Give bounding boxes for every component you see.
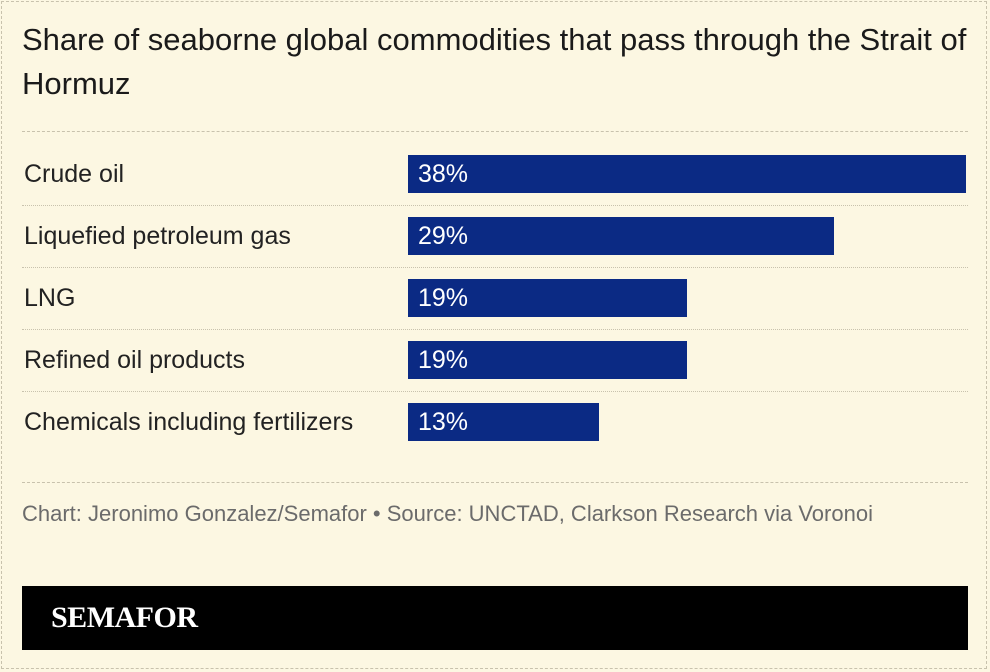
row-divider	[22, 267, 968, 268]
chart-title: Share of seaborne global commodities tha…	[22, 22, 967, 101]
category-label: Chemicals including fertilizers	[24, 408, 354, 436]
brand-logo: SEMAFOR	[51, 601, 198, 634]
separator	[22, 131, 968, 132]
value-label: 19%	[418, 346, 469, 374]
row-divider	[22, 329, 968, 330]
value-label: 38%	[418, 160, 469, 188]
bar	[408, 217, 834, 255]
category-label: Crude oil	[24, 160, 125, 188]
bar	[408, 155, 966, 193]
bar	[408, 341, 687, 379]
row-divider	[22, 205, 968, 206]
category-label: Refined oil products	[24, 346, 245, 374]
bar	[408, 403, 599, 441]
value-label: 13%	[418, 408, 469, 436]
brand-bar: SEMAFOR	[22, 586, 968, 650]
value-label: 29%	[418, 222, 469, 250]
category-label: Liquefied petroleum gas	[24, 222, 291, 250]
source-note: Chart: Jeronimo Gonzalez/Semafor • Sourc…	[22, 501, 873, 526]
value-label: 19%	[418, 284, 469, 312]
category-label: LNG	[24, 284, 76, 312]
bar	[408, 279, 687, 317]
row-divider	[22, 391, 968, 392]
separator	[22, 482, 968, 483]
